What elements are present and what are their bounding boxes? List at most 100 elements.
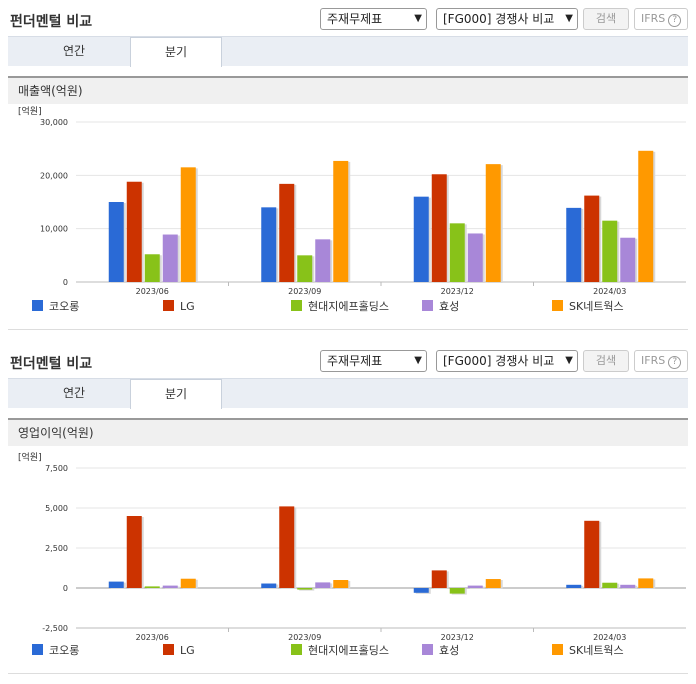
y-tick-label: 10,000 <box>40 225 68 234</box>
legend-label: 현대지에프홀딩스 <box>308 644 389 657</box>
bar[interactable] <box>180 578 196 588</box>
bar[interactable] <box>485 164 501 282</box>
question-icon: ? <box>668 356 682 369</box>
legend-swatch <box>552 300 563 311</box>
bar[interactable] <box>162 585 178 588</box>
bar[interactable] <box>297 255 313 282</box>
legend-label: SK네트웍스 <box>569 644 624 657</box>
bar[interactable] <box>584 195 600 282</box>
legend-swatch <box>163 644 174 655</box>
bar[interactable] <box>108 581 124 588</box>
fundamental-panel-operating-profit: 펀더멘털 비교 주재무제표 ▼ [FG000] 경쟁사 비교 ▼ 검색 IFRS… <box>0 342 696 674</box>
ifrs-help-button[interactable]: IFRS? <box>634 350 688 372</box>
statement-select[interactable]: 주재무제표 ▼ <box>320 8 427 30</box>
legend-swatch <box>422 644 433 655</box>
question-icon: ? <box>668 14 682 27</box>
revenue-chart: [억원] 30,000 20,000 10,000 0 2023/06 2023/09 202… <box>8 104 688 330</box>
x-tick-label: 2023/09 <box>288 287 321 296</box>
search-button[interactable]: 검색 <box>583 350 629 372</box>
x-tick-label: 2023/12 <box>441 287 474 296</box>
tab-annual[interactable]: 연간 <box>62 386 86 400</box>
panel-title: 펀더멘털 비교 <box>10 14 93 30</box>
peer-select[interactable]: [FG000] 경쟁사 비교 ▼ <box>436 350 578 372</box>
bar[interactable] <box>449 223 465 282</box>
bar[interactable] <box>566 584 582 588</box>
bar[interactable] <box>162 234 178 282</box>
legend-swatch <box>291 644 302 655</box>
legend-label: LG <box>180 300 195 313</box>
x-tick-label: 2024/03 <box>593 287 626 296</box>
bar[interactable] <box>413 196 429 282</box>
bar[interactable] <box>333 580 349 588</box>
panel-title: 펀더멘털 비교 <box>10 356 93 372</box>
bar[interactable] <box>108 202 124 282</box>
legend-swatch <box>32 644 43 655</box>
bar[interactable] <box>602 220 618 282</box>
peer-select-value: [FG000] 경쟁사 비교 <box>443 12 555 26</box>
bar[interactable] <box>180 167 196 282</box>
bar[interactable] <box>144 254 160 282</box>
tab-quarterly[interactable]: 분기 <box>130 37 222 67</box>
bar[interactable] <box>126 181 142 282</box>
search-button[interactable]: 검색 <box>583 8 629 30</box>
y-tick-label: 30,000 <box>40 118 68 127</box>
bar[interactable] <box>566 207 582 282</box>
bar[interactable] <box>413 588 429 593</box>
bar[interactable] <box>261 583 277 588</box>
legend-label: 효성 <box>439 644 459 657</box>
legend-label: 코오롱 <box>49 644 79 657</box>
bar[interactable] <box>584 520 600 588</box>
bar[interactable] <box>485 579 501 588</box>
bar[interactable] <box>279 506 295 588</box>
bar[interactable] <box>126 516 142 588</box>
chevron-down-icon: ▼ <box>565 13 573 24</box>
period-tabs: 연간 분기 <box>8 378 688 409</box>
bar[interactable] <box>333 160 349 282</box>
tab-quarterly[interactable]: 분기 <box>130 379 222 409</box>
x-tick-label: 2023/06 <box>136 287 169 296</box>
tab-annual[interactable]: 연간 <box>62 44 86 58</box>
bar[interactable] <box>620 584 636 588</box>
bar[interactable] <box>144 586 160 588</box>
unit-label: [억원] <box>18 105 42 117</box>
legend-swatch <box>32 300 43 311</box>
y-tick-label: 2,500 <box>45 544 68 553</box>
ifrs-help-button[interactable]: IFRS? <box>634 8 688 30</box>
x-tick-label: 2023/06 <box>136 633 169 642</box>
bar[interactable] <box>261 207 277 282</box>
peer-select-value: [FG000] 경쟁사 비교 <box>443 354 555 368</box>
y-tick-label: 0 <box>63 584 68 593</box>
x-tick-label: 2024/03 <box>593 633 626 642</box>
y-tick-label: 20,000 <box>40 171 68 180</box>
legend-swatch <box>163 300 174 311</box>
bar[interactable] <box>315 582 331 588</box>
panel-toolbar: 펀더멘털 비교 주재무제표 ▼ [FG000] 경쟁사 비교 ▼ 검색 IFRS… <box>0 0 696 36</box>
y-tick-label: 0 <box>63 278 68 287</box>
x-tick-label: 2023/09 <box>288 633 321 642</box>
bar[interactable] <box>638 578 654 588</box>
revenue-chart-svg: [억원]30,000 20,000 10,000 0 2023/06 2023/09 202… <box>18 105 686 313</box>
bar[interactable] <box>315 239 331 282</box>
peer-select[interactable]: [FG000] 경쟁사 비교 ▼ <box>436 8 578 30</box>
y-tick-label: -2,500 <box>42 624 68 633</box>
bar-shadow <box>299 589 315 591</box>
chevron-down-icon: ▼ <box>414 355 422 366</box>
legend-label: LG <box>180 644 195 657</box>
bar[interactable] <box>297 588 313 590</box>
bar[interactable] <box>467 233 483 282</box>
bar[interactable] <box>279 183 295 282</box>
bar[interactable] <box>467 585 483 588</box>
bar[interactable] <box>638 150 654 282</box>
legend-swatch <box>422 300 433 311</box>
section-header: 매출액(억원) <box>8 76 688 104</box>
bar[interactable] <box>602 582 618 588</box>
bar[interactable] <box>431 174 447 282</box>
bar[interactable] <box>431 570 447 588</box>
bar[interactable] <box>620 237 636 282</box>
bar[interactable] <box>449 588 465 594</box>
legend-swatch <box>291 300 302 311</box>
y-tick-label: 5,000 <box>45 504 68 513</box>
period-tabs: 연간 분기 <box>8 36 688 67</box>
statement-select[interactable]: 주재무제표 ▼ <box>320 350 427 372</box>
section-header: 영업이익(억원) <box>8 418 688 446</box>
